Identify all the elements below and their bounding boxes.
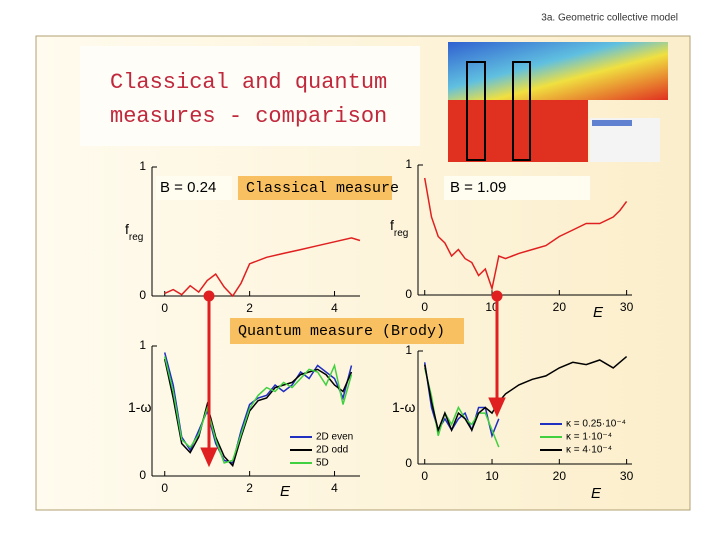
phase-diagram [448, 42, 668, 162]
y-tick-label: 1 [405, 343, 412, 357]
x-tick-label: 20 [553, 469, 567, 483]
legend-label: 2D odd [316, 445, 348, 456]
label-box [238, 176, 392, 200]
title-area [80, 46, 420, 146]
series-line [164, 237, 361, 298]
y-axis-label-main: 1-ω [128, 399, 151, 415]
y-tick-label: 0 [405, 287, 412, 301]
legend-label: 2D even [316, 432, 353, 443]
y-axis-label-main: f [390, 217, 394, 233]
y-tick-label: 1 [139, 338, 146, 352]
x-tick-label: 0 [161, 301, 168, 315]
x-tick-label: 30 [620, 300, 634, 314]
series-line [163, 352, 353, 464]
x-tick-label: 20 [553, 300, 567, 314]
y-axis-label: 1-ω [128, 399, 151, 415]
y-axis-label-sub: reg [129, 232, 143, 243]
x-tick-label: 0 [421, 469, 428, 483]
x-tick-label: 4 [331, 481, 338, 495]
series-line [423, 367, 500, 448]
y-tick-label: 1 [405, 157, 412, 171]
y-tick-label: 0 [405, 456, 412, 470]
x-axis-label: E [280, 483, 291, 500]
series-line [163, 356, 353, 464]
x-axis-label: E [591, 485, 602, 502]
annotation: Classical measure [246, 180, 399, 197]
annotation: B = 0.24 [160, 179, 216, 196]
series-line [423, 177, 628, 292]
y-axis-label: freg [390, 217, 408, 239]
header: 3a. Geometric collective model [541, 13, 678, 24]
arrows [200, 290, 506, 468]
x-tick-label: 0 [421, 300, 428, 314]
x-tick-label: 2 [246, 301, 253, 315]
x-tick-label: 10 [485, 469, 499, 483]
series-line [163, 358, 353, 468]
annotation: Quantum measure (Brody) [238, 323, 445, 340]
legend-label: κ = 1·10⁻⁴ [566, 432, 612, 443]
y-tick-label: 0 [139, 468, 146, 482]
y-axis-label-main: 1-ω [392, 399, 415, 415]
legend-label: 5D [316, 458, 329, 469]
title-line: Classical and quantum [110, 70, 387, 95]
title-line: measures - comparison [110, 104, 387, 129]
x-tick-label: 2 [246, 481, 253, 495]
label-box [156, 176, 232, 200]
annotation: B = 1.09 [450, 179, 506, 196]
y-axis-label: freg [125, 221, 143, 243]
y-tick-label: 0 [139, 288, 146, 302]
legend-label: κ = 4·10⁻⁴ [566, 445, 612, 456]
y-axis-label-main: f [125, 221, 129, 237]
x-tick-label: 4 [331, 301, 338, 315]
y-axis-label: 1-ω [392, 399, 415, 415]
y-tick-label: 1 [139, 159, 146, 173]
label-box [230, 318, 464, 344]
x-tick-label: 30 [620, 469, 634, 483]
x-tick-label: 0 [161, 481, 168, 495]
y-axis-label-sub: reg [394, 228, 408, 239]
legend-label: κ = 0.25·10⁻⁴ [566, 419, 626, 430]
label-box [444, 176, 590, 200]
x-axis-label: E [593, 304, 604, 321]
